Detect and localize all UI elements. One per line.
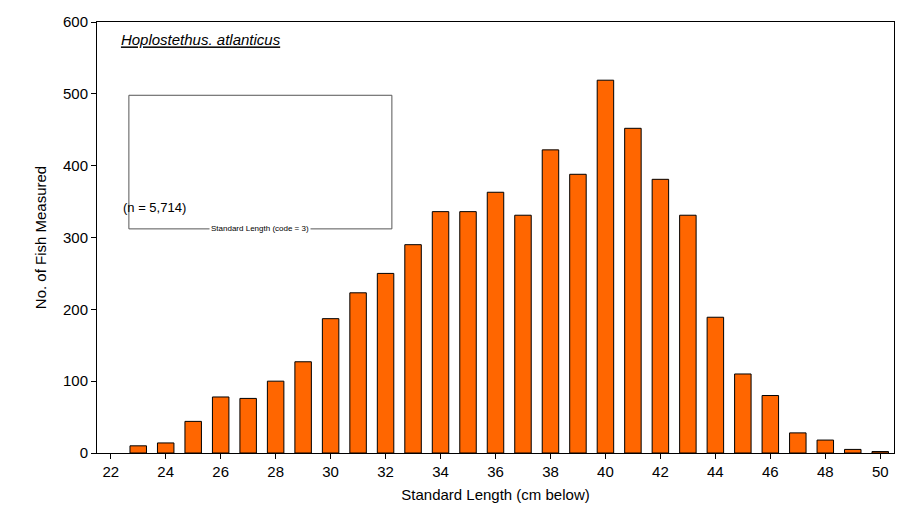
svg-text:46: 46 [762, 463, 779, 480]
svg-text:24: 24 [157, 463, 174, 480]
svg-text:44: 44 [707, 463, 724, 480]
svg-text:48: 48 [817, 463, 834, 480]
svg-text:32: 32 [377, 463, 394, 480]
svg-text:Standard Length (cm below): Standard Length (cm below) [401, 486, 589, 503]
svg-text:600: 600 [63, 13, 88, 30]
svg-text:No. of Fish Measured: No. of Fish Measured [32, 166, 49, 309]
svg-text:26: 26 [212, 463, 229, 480]
svg-text:30: 30 [322, 463, 339, 480]
svg-text:34: 34 [432, 463, 449, 480]
svg-text:500: 500 [63, 85, 88, 102]
svg-text:(n = 5,714): (n = 5,714) [123, 200, 186, 215]
svg-text:200: 200 [63, 301, 88, 318]
svg-text:50: 50 [872, 463, 889, 480]
svg-text:Hoplostethus. atlanticus: Hoplostethus. atlanticus [121, 31, 281, 48]
svg-text:100: 100 [63, 372, 88, 389]
svg-text:36: 36 [487, 463, 504, 480]
svg-text:400: 400 [63, 157, 88, 174]
svg-text:22: 22 [102, 463, 119, 480]
svg-text:0: 0 [80, 444, 88, 461]
svg-text:40: 40 [597, 463, 614, 480]
svg-text:42: 42 [652, 463, 669, 480]
svg-text:Standard Length (code = 3): Standard Length (code = 3) [211, 224, 309, 233]
svg-text:300: 300 [63, 229, 88, 246]
svg-text:38: 38 [542, 463, 559, 480]
svg-text:28: 28 [267, 463, 284, 480]
